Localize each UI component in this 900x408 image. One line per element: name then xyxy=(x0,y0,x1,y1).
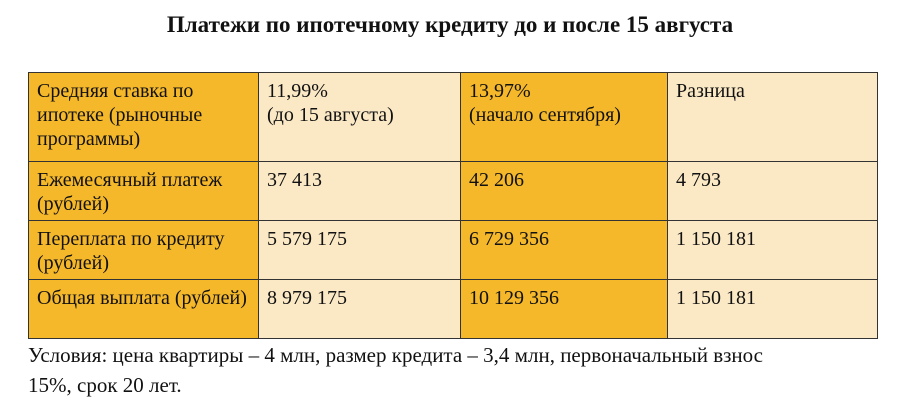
table-row: Общая выплата (рублей) 8 979 175 10 129 35… xyxy=(28,279,878,339)
table-cell: 42 206 xyxy=(460,161,668,221)
header-cell: Средняя ставка по ипотеке (рыночные прог… xyxy=(28,72,259,162)
header-cell: 13,97% (начало сентября) xyxy=(460,72,668,162)
table-cell: 5 579 175 xyxy=(258,220,461,280)
row-label: Переплата по кредиту (рублей) xyxy=(28,220,259,280)
header-row: Средняя ставка по ипотеке (рыночные прог… xyxy=(28,72,878,162)
title: Платежи по ипотечному кредиту до и после… xyxy=(166,12,734,37)
table-cell: 1 150 181 xyxy=(667,220,878,280)
table-body: Средняя ставка по ипотеке (рыночные прог… xyxy=(28,72,878,339)
table-cell: 1 150 181 xyxy=(667,279,878,339)
table-cell: 37 413 xyxy=(258,161,461,221)
header-cell: 11,99% (до 15 августа) xyxy=(258,72,461,162)
table-cell: 8 979 175 xyxy=(258,279,461,339)
table-row: Переплата по кредиту (рублей) 5 579 175 6 … xyxy=(28,220,878,280)
payments-table: Средняя ставка по ипотеке (рыночные прог… xyxy=(28,72,878,339)
conditions-note: Условия: цена квартиры – 4 млн, размер к… xyxy=(28,343,763,397)
row-label: Общая выплата (рублей) xyxy=(28,279,259,339)
table-cell: 6 729 356 xyxy=(460,220,668,280)
table-cell: 4 793 xyxy=(667,161,878,221)
table-row: Ежемесячный платеж (рублей) 37 413 42 206 4… xyxy=(28,161,878,221)
table-cell: 10 129 356 xyxy=(460,279,668,339)
row-label: Ежемесячный платеж (рублей) xyxy=(28,161,259,221)
header-cell: Разница xyxy=(667,72,878,162)
